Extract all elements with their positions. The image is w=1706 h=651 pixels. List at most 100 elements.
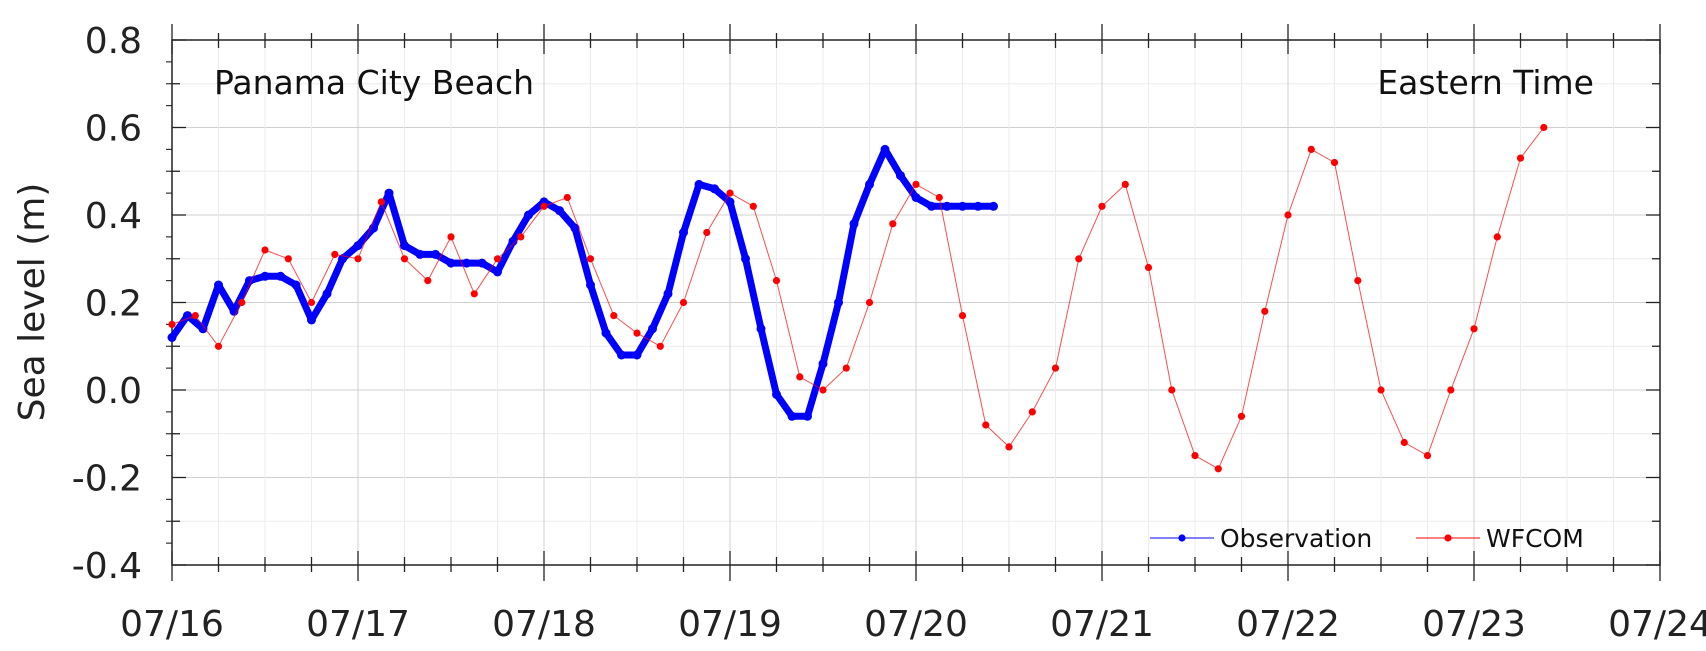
y-tick-label: -0.4 bbox=[72, 546, 142, 587]
data-point bbox=[238, 298, 246, 307]
data-point bbox=[424, 277, 432, 285]
data-point bbox=[447, 233, 455, 241]
data-point bbox=[610, 312, 618, 320]
x-tick-label: 07/22 bbox=[1236, 604, 1340, 645]
data-point bbox=[1028, 408, 1036, 416]
data-point bbox=[261, 246, 269, 254]
data-point bbox=[214, 280, 223, 290]
data-point bbox=[167, 333, 177, 342]
data-point bbox=[1237, 412, 1246, 420]
data-point bbox=[191, 312, 199, 320]
data-point bbox=[741, 254, 750, 264]
y-tick-labels: 0.8 0.6 0.4 0.2 0.0 -0.2 -0.4 bbox=[72, 21, 142, 587]
x-tick-label: 07/24 bbox=[1608, 604, 1706, 645]
legend-label: Observation bbox=[1220, 524, 1372, 553]
legend-swatch-marker bbox=[1178, 534, 1186, 542]
data-point bbox=[493, 255, 502, 263]
data-point bbox=[865, 179, 874, 189]
x-tick-label: 07/20 bbox=[864, 604, 968, 645]
data-point bbox=[1284, 211, 1292, 219]
data-point bbox=[772, 277, 781, 285]
data-point bbox=[1051, 364, 1060, 372]
data-point bbox=[354, 255, 362, 263]
data-point bbox=[889, 220, 897, 228]
y-tick-label: 0.2 bbox=[85, 284, 142, 325]
series-wfcom bbox=[168, 123, 1548, 473]
data-point bbox=[508, 236, 518, 246]
data-point bbox=[1121, 180, 1129, 188]
data-point bbox=[911, 193, 921, 202]
data-point bbox=[260, 271, 270, 281]
data-point bbox=[601, 328, 611, 338]
series-line bbox=[168, 145, 997, 420]
data-point bbox=[586, 255, 595, 263]
legend-entry-wfcom: WFCOM bbox=[1416, 524, 1584, 553]
y-tick-label: 0.8 bbox=[85, 21, 142, 62]
legend-label: WFCOM bbox=[1486, 524, 1584, 553]
series-line bbox=[171, 127, 1545, 470]
data-point bbox=[462, 258, 471, 268]
data-point bbox=[912, 180, 920, 188]
data-point bbox=[834, 298, 843, 307]
data-point bbox=[1191, 452, 1199, 460]
data-point bbox=[703, 228, 711, 237]
data-point bbox=[1005, 443, 1013, 451]
data-point bbox=[927, 201, 936, 211]
data-point bbox=[284, 255, 292, 263]
data-point bbox=[477, 258, 487, 268]
data-point bbox=[656, 342, 664, 350]
data-point bbox=[555, 206, 564, 216]
x-tick-labels: 07/16 07/17 07/18 07/19 07/20 07/21 07/22 07/23… bbox=[120, 604, 1706, 645]
data-point bbox=[322, 289, 332, 299]
data-point bbox=[756, 324, 766, 334]
legend: Observation WFCOM bbox=[1150, 524, 1584, 553]
data-point bbox=[291, 280, 301, 290]
data-point bbox=[842, 364, 850, 372]
data-point bbox=[524, 210, 533, 220]
data-point bbox=[896, 171, 905, 181]
data-point bbox=[245, 276, 254, 286]
data-point bbox=[849, 219, 859, 229]
data-point bbox=[198, 324, 208, 334]
data-point bbox=[1307, 145, 1315, 153]
x-tick-label: 07/19 bbox=[678, 604, 782, 645]
data-point bbox=[648, 324, 657, 334]
series bbox=[167, 123, 1548, 473]
data-point bbox=[865, 298, 874, 307]
data-point bbox=[982, 421, 990, 429]
data-point bbox=[958, 201, 967, 211]
data-point bbox=[400, 255, 409, 263]
data-point bbox=[617, 350, 626, 360]
data-point bbox=[803, 411, 812, 421]
timezone-annotation: Eastern Time bbox=[1377, 63, 1594, 102]
data-point bbox=[1354, 277, 1362, 285]
data-point bbox=[1400, 438, 1408, 447]
data-point bbox=[1470, 325, 1478, 333]
data-point bbox=[1075, 255, 1083, 263]
y-tick-label: 0.6 bbox=[85, 109, 142, 150]
x-tick-label: 07/18 bbox=[492, 604, 596, 645]
data-point bbox=[1168, 386, 1176, 394]
data-point bbox=[540, 202, 548, 210]
data-point bbox=[353, 241, 363, 251]
data-point bbox=[1261, 307, 1269, 315]
data-point bbox=[1423, 452, 1432, 460]
data-point bbox=[377, 198, 385, 206]
data-point bbox=[446, 258, 456, 268]
data-point bbox=[958, 312, 967, 320]
series-observation bbox=[167, 144, 998, 421]
data-point bbox=[384, 188, 394, 198]
data-point bbox=[663, 289, 673, 299]
data-point bbox=[1214, 465, 1222, 473]
data-point bbox=[493, 267, 502, 277]
data-point bbox=[331, 250, 339, 258]
data-point bbox=[679, 228, 688, 237]
data-point bbox=[307, 298, 316, 307]
y-tick-label: -0.2 bbox=[72, 459, 142, 500]
data-point bbox=[307, 315, 316, 325]
data-point bbox=[633, 329, 641, 337]
data-point bbox=[470, 290, 478, 298]
data-point bbox=[570, 223, 580, 233]
data-point bbox=[710, 184, 719, 194]
